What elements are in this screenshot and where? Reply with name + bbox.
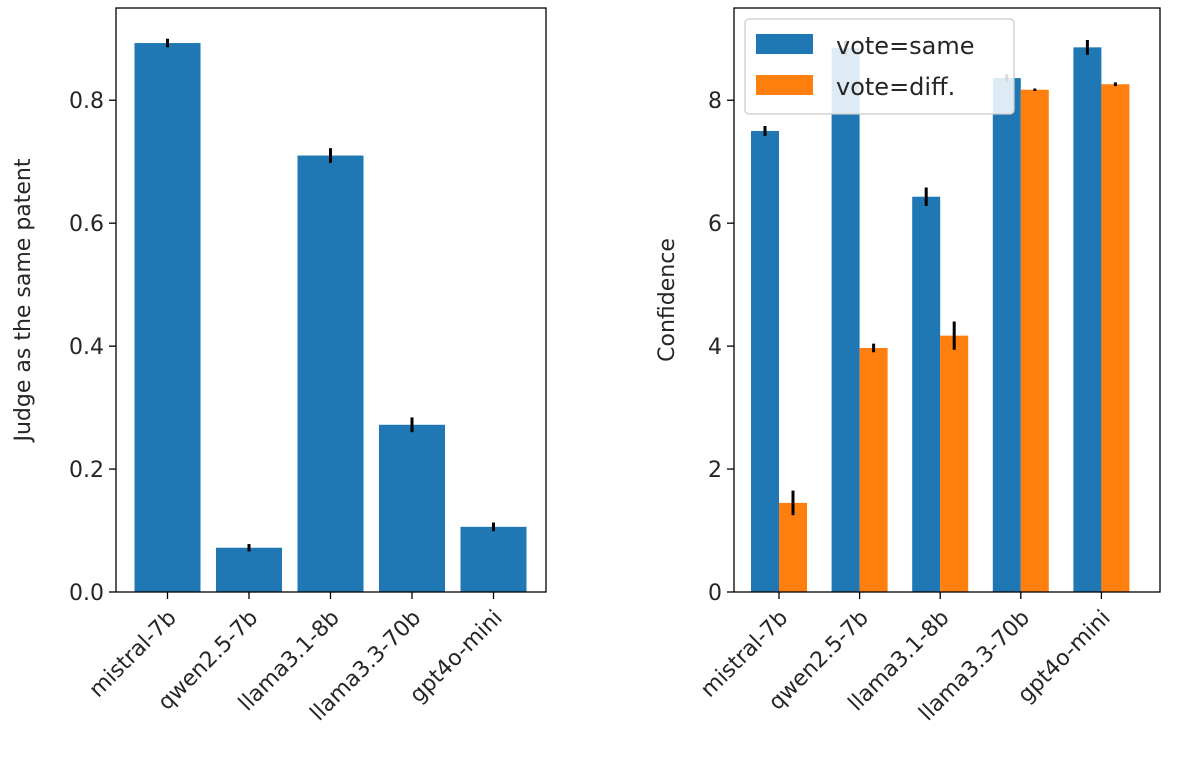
- bar-llama3.3-70b: [379, 424, 445, 592]
- y-tick-label: 0.6: [69, 212, 104, 237]
- y-tick-label: 0: [708, 581, 722, 606]
- bar-vote-diff-llama3.3-70b: [1020, 89, 1049, 592]
- bar-llama3.1-8b: [297, 155, 364, 592]
- chart-panel-2: 02468mistral-7bqwen2.5-7bllama3.1-8bllam…: [655, 7, 1161, 726]
- y-tick-label: 0.8: [69, 89, 104, 114]
- bar-vote-same-qwen2.5-7b: [831, 47, 860, 593]
- y-axis-label: Judge as the same patent: [11, 158, 36, 443]
- bar-vote-same-gpt4o-mini: [1073, 47, 1102, 593]
- bar-vote-same-llama3.1-8b: [912, 196, 941, 592]
- bar-gpt4o-mini: [460, 526, 527, 592]
- bar-vote-diff-qwen2.5-7b: [859, 347, 888, 592]
- bar-vote-same-llama3.3-70b: [992, 78, 1021, 592]
- bar-mistral-7b: [134, 43, 201, 593]
- bar-vote-same-mistral-7b: [751, 130, 779, 592]
- legend: vote=same vote=diff.: [744, 18, 1015, 115]
- y-tick-label: 8: [708, 89, 722, 114]
- legend-swatch-vote-diff: [756, 75, 813, 95]
- y-tick-label: 0.2: [69, 458, 104, 483]
- legend-swatch-vote-same: [756, 34, 813, 54]
- y-tick-label: 2: [708, 458, 722, 483]
- y-tick-label: 4: [708, 335, 722, 360]
- y-tick-label: 0.4: [69, 335, 104, 360]
- y-axis-label: Confidence: [655, 238, 680, 362]
- bar-vote-diff-mistral-7b: [779, 502, 807, 592]
- legend-label: vote=same: [836, 32, 975, 60]
- bar-qwen2.5-7b: [216, 547, 282, 592]
- bar-vote-diff-gpt4o-mini: [1101, 84, 1130, 593]
- bar-vote-diff-llama3.1-8b: [940, 335, 969, 592]
- y-tick-label: 0.0: [69, 581, 104, 606]
- y-tick-label: 6: [708, 212, 722, 237]
- chart-panel-1: 0.00.20.40.60.8mistral-7bqwen2.5-7bllama…: [11, 7, 547, 726]
- legend-label: vote=diff.: [836, 73, 955, 101]
- axes-frame: [733, 7, 1161, 593]
